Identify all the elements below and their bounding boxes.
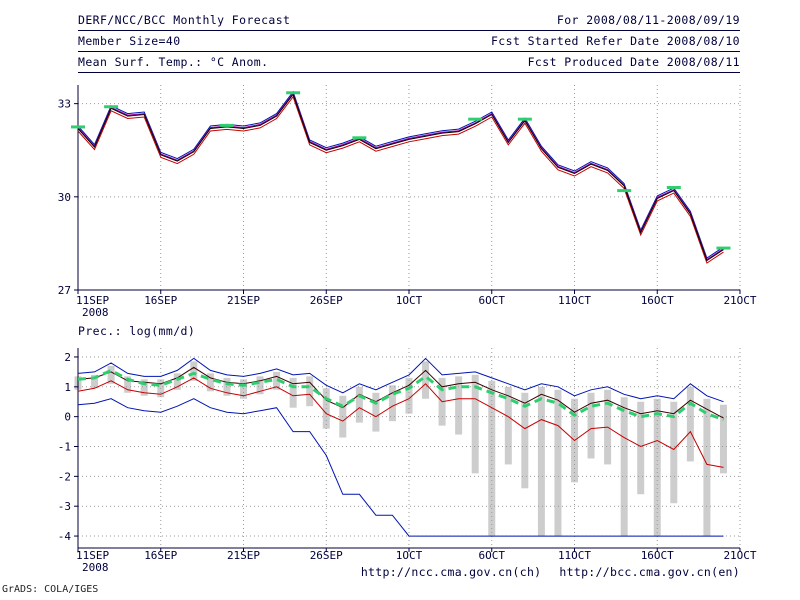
ensemble-blue [77, 90, 724, 259]
x-axis-year-label: 2008 [82, 306, 109, 319]
ncc-url: http://ncc.cma.gov.cn(ch) [360, 565, 542, 579]
y-tick-label: 30 [58, 191, 71, 204]
grads-credit: GrADS: COLA/IGES [2, 584, 99, 595]
x-tick-label: 6OCT [479, 294, 506, 307]
ensemble-magenta [77, 92, 724, 261]
bcc-url: http://bcc.cma.gov.cn(en) [559, 565, 740, 579]
y-tick-label: -3 [58, 500, 71, 513]
x-tick-label: 21OCT [723, 294, 756, 307]
header-row-1: DERF/NCC/BCC Monthly Forecast For 2008/0… [78, 10, 740, 31]
ensemble-max-blue [77, 357, 724, 403]
precipitation-chart: 11SEP 16SEP 21SEP 26SEP 1OCT 6OCT 11OCT 16OCT 21… [58, 348, 757, 574]
ensemble-red [77, 95, 724, 264]
x-tick-label: 21SEP [227, 549, 260, 562]
x-tick-label: 21OCT [723, 549, 756, 562]
chart-header: DERF/NCC/BCC Monthly Forecast For 2008/0… [78, 10, 740, 73]
product-title: DERF/NCC/BCC Monthly Forecast [78, 13, 291, 27]
y-tick-label: -1 [58, 441, 71, 454]
x-tick-label: 11SEP [76, 549, 109, 562]
y-grid-and-labels: 33 30 27 [58, 98, 740, 297]
x-grid-and-labels: 11SEP 16SEP 21SEP 26SEP 1OCT 6OCT 11OCT 16OCT 21… [76, 348, 757, 574]
y-tick-label: 1 [64, 381, 71, 394]
x-tick-label: 11OCT [558, 294, 591, 307]
temp-anomaly-chart: 11SEP 16SEP 21SEP 26SEP 1OCT 6OCT 11OCT 16OCT 21… [58, 85, 757, 319]
ensemble-mean-black [77, 93, 724, 262]
x-tick-label: 16SEP [144, 294, 177, 307]
y-tick-label: 27 [58, 284, 71, 297]
x-tick-label: 26SEP [310, 549, 343, 562]
y-tick-label: 33 [58, 98, 71, 111]
axes [77, 85, 740, 291]
refer-date-label: Fcst Started Refer Date 2008/08/10 [490, 34, 740, 48]
x-tick-label: 11SEP [76, 294, 109, 307]
y-tick-label: 2 [64, 351, 71, 364]
x-tick-label: 16OCT [641, 294, 674, 307]
ensemble-mean-dark [77, 366, 724, 419]
x-tick-label: 6OCT [479, 549, 506, 562]
prec-chart-title: Prec.: log(mm/d) [78, 324, 196, 338]
header-row-3: Mean Surf. Temp.: °C Anom. Fcst Produced… [78, 52, 740, 73]
x-tick-label: 1OCT [396, 294, 423, 307]
forecast-period: For 2008/08/11-2008/09/19 [556, 13, 740, 27]
x-tick-label: 11OCT [558, 549, 591, 562]
x-tick-label: 21SEP [227, 294, 260, 307]
ensemble-spread-bars [74, 361, 727, 537]
ensemble-min-blue [77, 398, 724, 537]
x-tick-label: 16SEP [144, 549, 177, 562]
header-row-2: Member Size=40 Fcst Started Refer Date 2… [78, 31, 740, 52]
y-tick-label: -2 [58, 470, 71, 483]
y-tick-label: 0 [64, 411, 71, 424]
y-grid-and-labels: 2 1 0 -1 -2 -3 -4 [58, 351, 740, 543]
x-tick-label: 26SEP [310, 294, 343, 307]
x-tick-label: 16OCT [641, 549, 674, 562]
footer-urls: http://ncc.cma.gov.cn(ch) http://bcc.cma… [78, 565, 740, 579]
verification-green-dash [71, 91, 731, 250]
temp-chart-title: Mean Surf. Temp.: °C Anom. [78, 55, 269, 69]
axes [77, 348, 740, 549]
produced-date-label: Fcst Produced Date 2008/08/11 [527, 55, 740, 69]
x-tick-label: 1OCT [396, 549, 423, 562]
member-size-label: Member Size=40 [78, 34, 181, 48]
quartile-red [77, 377, 724, 468]
y-tick-label: -4 [58, 530, 72, 543]
x-axis-year-label: 2008 [82, 561, 109, 574]
x-grid-and-labels: 11SEP 16SEP 21SEP 26SEP 1OCT 6OCT 11OCT 16OCT 21… [76, 85, 757, 319]
